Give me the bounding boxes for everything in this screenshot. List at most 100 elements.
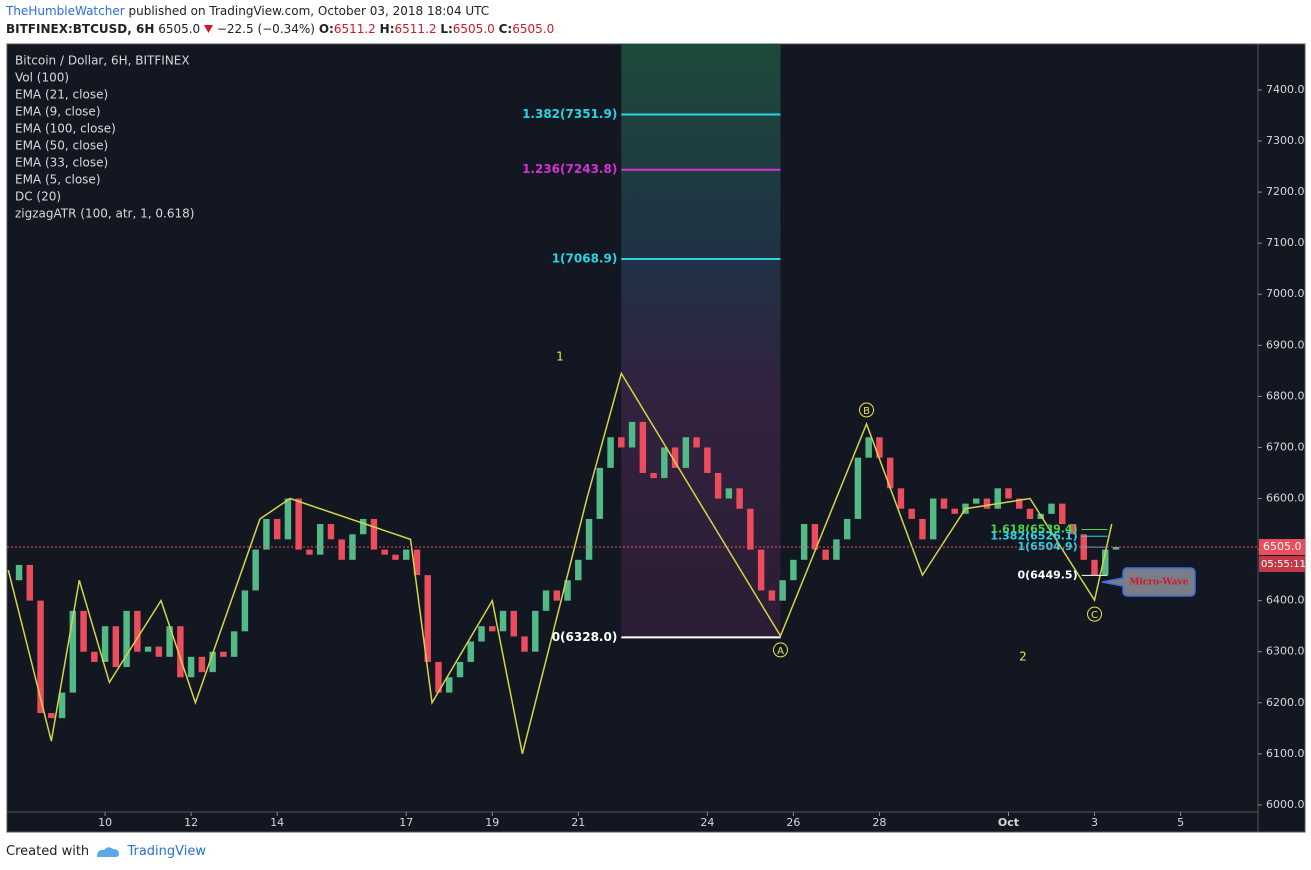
wave-label: A	[777, 646, 784, 657]
candle	[779, 580, 786, 601]
candle	[123, 610, 130, 668]
publish-line: TheHumbleWatcher published on TradingVie…	[6, 4, 489, 18]
indicator-name: EMA (9, close)	[15, 105, 101, 119]
candle	[478, 626, 485, 642]
y-tick-label: 6900.0	[1266, 338, 1305, 351]
countdown: 05:55:11	[1261, 559, 1306, 570]
x-tick-label: 24	[700, 816, 714, 829]
candle	[456, 661, 464, 678]
candle	[112, 626, 120, 668]
candle	[1026, 508, 1034, 519]
candle	[338, 539, 345, 560]
zigzag	[7, 371, 1113, 755]
candle	[424, 575, 431, 662]
wave-number: 1	[556, 350, 564, 364]
candle	[69, 610, 77, 693]
change: −22.5 (−0.34%)	[216, 22, 315, 36]
wave-label: B	[863, 406, 870, 417]
symbol: BITFINEX:BTCUSD, 6H	[6, 22, 155, 36]
candle	[252, 549, 259, 591]
candle	[263, 518, 270, 550]
candle	[37, 600, 44, 714]
candle	[58, 692, 66, 719]
fib-label: 1.618(6539.4)	[990, 522, 1077, 535]
candle	[843, 518, 851, 540]
published: published on TradingView.com, October 03…	[128, 4, 490, 18]
last: 6505.0	[158, 22, 201, 36]
candle	[1112, 547, 1120, 550]
candle	[693, 437, 700, 448]
candle	[435, 661, 442, 693]
candle	[854, 457, 862, 519]
wave-circle	[1087, 606, 1103, 622]
candle	[886, 457, 894, 489]
candle	[532, 610, 539, 652]
candle	[134, 610, 141, 652]
candle	[295, 498, 302, 550]
candle	[929, 498, 937, 540]
y-tick-label: 6000.0	[1266, 798, 1305, 811]
y-tick-label: 7000.0	[1266, 287, 1305, 300]
countdown-box	[1259, 556, 1305, 573]
candle	[736, 488, 743, 509]
y-tick-label: 6300.0	[1266, 645, 1305, 658]
candle	[908, 508, 915, 519]
candle	[1005, 488, 1012, 499]
candle	[1091, 559, 1098, 576]
candle	[575, 559, 582, 581]
chart-title: Bitcoin / Dollar, 6H, BITFINEX	[15, 54, 190, 68]
fib-label: 1.382(7351.9)	[522, 107, 617, 121]
candle	[1102, 549, 1109, 576]
candle	[790, 559, 797, 581]
author[interactable]: TheHumbleWatcher	[6, 4, 125, 18]
candle	[628, 421, 636, 448]
candle	[381, 549, 388, 555]
candle	[833, 539, 840, 560]
candle	[359, 518, 367, 535]
candle	[822, 549, 829, 560]
ohlc-key: L:	[440, 22, 453, 36]
candle	[585, 518, 593, 560]
x-tick-label: 14	[270, 816, 284, 829]
candle	[972, 498, 980, 504]
candle	[402, 549, 410, 560]
indicator-name: Vol (100)	[15, 71, 69, 85]
ohlc-value: 6505.0	[512, 22, 555, 36]
candle	[1059, 503, 1066, 525]
candle	[413, 549, 421, 576]
y-tick-label: 6200.0	[1266, 696, 1305, 709]
footer: Created with TradingView	[6, 844, 206, 859]
brand[interactable]: TradingView	[127, 844, 206, 859]
candle	[1048, 503, 1055, 514]
x-tick-label: 28	[872, 816, 886, 829]
y-tick-label: 6400.0	[1266, 594, 1305, 607]
indicator-name: EMA (21, close)	[15, 88, 108, 102]
candle	[564, 580, 571, 601]
candle	[80, 610, 87, 652]
candle	[48, 713, 55, 719]
x-tick-label: 26	[786, 816, 800, 829]
note-box	[1101, 567, 1196, 597]
candle	[757, 549, 765, 591]
candle	[682, 437, 690, 468]
candle	[661, 447, 668, 479]
note: Micro-Wave	[1130, 578, 1189, 588]
last-price-box	[1259, 539, 1305, 556]
candle	[198, 656, 206, 673]
y-tick-label: 6600.0	[1266, 492, 1305, 505]
fib-label: 1(7068.9)	[552, 252, 618, 266]
candle	[144, 646, 152, 652]
x-tick-label: 12	[184, 816, 198, 829]
candle	[101, 626, 109, 662]
candle	[800, 524, 808, 560]
indicator-name: zigzagATR (100, atr, 1, 0.618)	[15, 207, 194, 221]
candle	[306, 549, 313, 555]
chart: Bitcoin / Dollar, 6H, BITFINEX Vol (100)…	[6, 43, 1306, 833]
x-tick-label: 19	[485, 816, 499, 829]
candle	[768, 590, 776, 601]
candle	[370, 518, 378, 550]
candle	[553, 590, 561, 601]
ohlc-value: 6511.2	[333, 22, 376, 36]
candle	[177, 626, 184, 678]
y-tick-label: 7200.0	[1266, 185, 1305, 198]
